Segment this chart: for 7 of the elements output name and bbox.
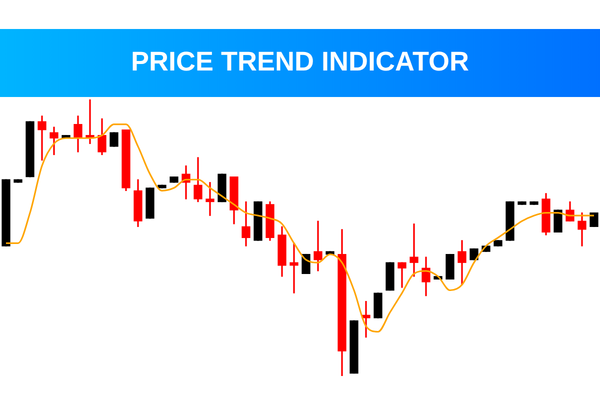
chart-title: PRICE TREND INDICATOR (130, 46, 470, 77)
candlestick (290, 242, 298, 294)
candlestick (398, 262, 406, 288)
candlestick (38, 116, 46, 161)
candlestick (206, 182, 214, 216)
candlestick (410, 224, 418, 277)
candlestick (314, 220, 322, 272)
